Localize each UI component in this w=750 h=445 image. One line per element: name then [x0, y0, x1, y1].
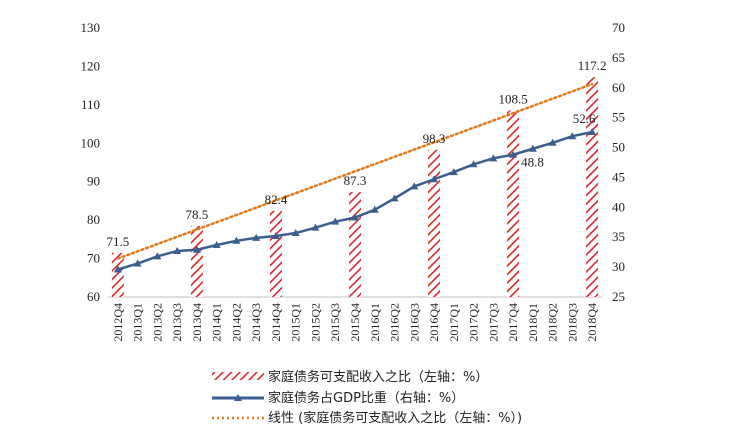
bar-data-label: 82.4: [265, 192, 288, 207]
y-left-tick-label: 100: [81, 135, 101, 150]
y-right-tick-label: 30: [612, 259, 625, 274]
x-tick-label: 2012Q4: [111, 303, 125, 342]
x-tick-label: 2015Q2: [308, 303, 322, 342]
line-point: [212, 240, 221, 248]
data-labels: 71.5 78.5 82.4 87.3 98.3 108.5 117.2 48.8 52.6: [107, 58, 607, 249]
line-point: [153, 252, 162, 260]
line-point: [271, 232, 280, 240]
bar-data-label: 87.3: [344, 173, 367, 188]
line-point: [528, 144, 537, 152]
y-right-tick-label: 40: [612, 199, 625, 214]
bar-data-label: 108.5: [498, 92, 527, 107]
line-point: [113, 265, 122, 273]
x-tick-label: 2015Q4: [348, 303, 362, 342]
x-tick-label: 2014Q1: [210, 303, 224, 342]
line-point: [410, 182, 419, 190]
y-right-tick-label: 65: [612, 50, 625, 65]
x-tick-label: 2014Q4: [269, 303, 283, 342]
x-tick-label: 2017Q3: [486, 303, 500, 342]
bar: [349, 192, 361, 297]
x-tick-label: 2016Q4: [427, 303, 441, 342]
x-tick-label: 2018Q3: [565, 303, 579, 342]
line-point: [568, 132, 577, 140]
legend-marker-line: [234, 394, 242, 401]
bar: [428, 149, 441, 297]
x-tick-label: 2014Q3: [249, 303, 263, 342]
y-left-tick-label: 80: [87, 212, 100, 227]
y-right-tick-label: 70: [612, 20, 625, 35]
line-point: [469, 160, 478, 168]
x-tick-label: 2017Q4: [506, 303, 520, 342]
bar: [269, 210, 282, 297]
x-tick-label: 2018Q4: [585, 303, 599, 342]
y-left-tick-label: 110: [81, 97, 100, 112]
y-right-tick-label: 35: [612, 229, 625, 244]
x-tick-label: 2014Q2: [229, 303, 243, 342]
line-point: [588, 128, 597, 136]
line-point: [331, 217, 340, 225]
line-point: [252, 233, 261, 241]
line-point: [351, 213, 359, 221]
bar-data-label: 78.5: [186, 207, 209, 222]
legend: 家庭债务可支配收入之比（左轴：%） 家庭债务占GDP比重（右轴：%） 线性 (家…: [212, 369, 522, 426]
y-right-tick-label: 45: [612, 169, 625, 184]
line-point: [133, 259, 142, 267]
y-left-tick-label: 70: [87, 251, 100, 266]
line-point: [489, 154, 498, 162]
line-point: [311, 223, 320, 231]
y-left-tick-label: 130: [81, 20, 101, 35]
legend-swatch-bars: [212, 372, 264, 380]
y-right-tick-label: 55: [612, 110, 625, 125]
line-point: [430, 175, 439, 183]
x-tick-label: 2016Q2: [388, 303, 402, 342]
bar: [190, 225, 203, 297]
legend-label-line: 家庭债务占GDP比重（右轴：%）: [268, 390, 464, 406]
line-point: [173, 246, 182, 254]
trend-line: [116, 82, 594, 260]
x-tick-label: 2016Q1: [368, 303, 382, 342]
bar-data-label: 117.2: [578, 58, 607, 73]
x-tick-label: 2015Q3: [328, 303, 342, 342]
legend-item-line: 家庭债务占GDP比重（右轴：%）: [212, 390, 464, 406]
x-tick-label: 2015Q1: [289, 303, 303, 342]
line-point: [291, 229, 300, 237]
x-tick-label: 2018Q2: [546, 303, 560, 342]
x-tick-label: 2013Q4: [190, 303, 204, 342]
y-left-tick-label: 120: [81, 58, 101, 73]
bar: [111, 252, 124, 297]
x-tick-label: 2018Q1: [526, 303, 540, 342]
x-tick-label: 2013Q2: [150, 303, 164, 342]
x-tick-label: 2017Q1: [447, 303, 461, 342]
line-point: [548, 138, 557, 146]
line-point: [390, 194, 399, 202]
x-tick-label: 2016Q3: [407, 303, 421, 342]
line-point: [509, 150, 518, 158]
legend-label-bars: 家庭债务可支配收入之比（左轴：%）: [268, 369, 488, 385]
line-data-label: 52.6: [573, 111, 596, 126]
bar-data-label: 98.3: [423, 131, 446, 146]
line-point: [232, 236, 241, 244]
trend-series: [116, 82, 594, 260]
line-series: [113, 128, 597, 273]
legend-item-bars: 家庭债务可支配收入之比（左轴：%）: [212, 369, 488, 385]
axes: 60 70 80 90 100 110 120 130 25 30 35 40 45 50 55 60 65 70…: [81, 20, 626, 342]
y-right-tick-label: 25: [612, 289, 625, 304]
line-data-label: 48.8: [521, 155, 544, 170]
bar: [507, 110, 520, 297]
x-tick-label: 2017Q2: [467, 303, 481, 342]
line-point: [192, 245, 201, 253]
y-left-tick-label: 60: [87, 289, 100, 304]
x-tick-label: 2013Q3: [170, 303, 184, 342]
x-tick-label: 2013Q1: [131, 303, 145, 342]
bar-data-label: 71.5: [107, 234, 130, 249]
legend-label-trend: 线性 (家庭债务可支配收入之比（左轴：%）): [268, 410, 522, 426]
y-right-tick-label: 60: [612, 80, 625, 95]
legend-item-trend: 线性 (家庭债务可支配收入之比（左轴：%）): [212, 410, 522, 426]
y-left-tick-label: 90: [87, 174, 100, 189]
line-point: [449, 168, 458, 176]
y-right-tick-label: 50: [612, 140, 625, 155]
line-point: [370, 205, 379, 213]
